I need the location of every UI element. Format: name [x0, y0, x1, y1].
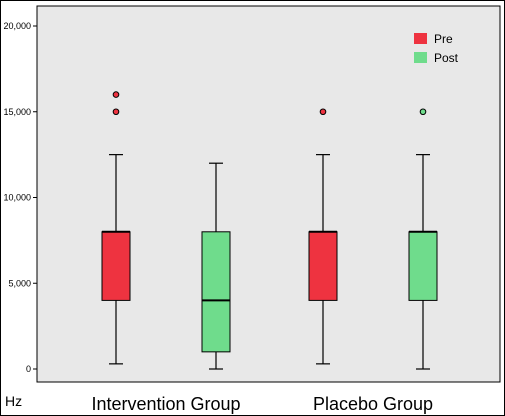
y-tick-label: 10,000: [3, 193, 31, 203]
legend-swatch-post: [414, 52, 427, 63]
box-post: [408, 108, 438, 370]
box-pre: [308, 108, 338, 365]
outlier-point: [112, 91, 120, 98]
outlier-point: [319, 108, 327, 116]
x-category-label: Intervention Group: [91, 394, 240, 414]
y-axis-label: Hz: [5, 393, 22, 409]
box-series: [101, 91, 438, 370]
legend-swatch-pre: [414, 33, 427, 44]
y-tick-label: 5,000: [8, 278, 31, 288]
box-post: [201, 162, 231, 370]
x-category-label: Placebo Group: [313, 394, 433, 414]
box-iqr: [201, 231, 231, 353]
plot-area: [36, 5, 501, 383]
outlier-point: [112, 108, 120, 116]
box-iqr: [308, 231, 338, 301]
box-iqr: [408, 231, 438, 301]
box-pre: [101, 91, 131, 365]
legend: Pre Post: [414, 32, 459, 65]
y-tick-label: 0: [26, 364, 31, 374]
legend-label-pre: Pre: [434, 32, 453, 46]
outlier-point: [419, 108, 427, 116]
y-tick-label: 20,000: [3, 21, 31, 31]
axes: 0 5,000 10,000 15,000 20,000 Hz Intervention G…: [3, 21, 433, 414]
box-iqr: [101, 231, 131, 301]
y-tick-label: 15,000: [3, 107, 31, 117]
legend-label-post: Post: [434, 51, 459, 65]
